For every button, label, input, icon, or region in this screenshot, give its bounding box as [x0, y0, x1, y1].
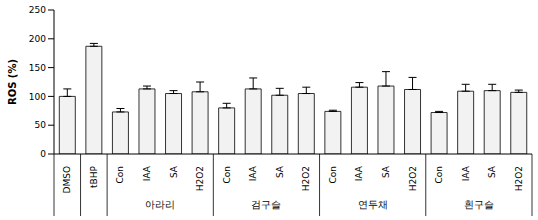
svg-text:IAA: IAA	[354, 165, 364, 181]
svg-text:연두채: 연두채	[358, 199, 388, 210]
svg-text:50: 50	[35, 120, 47, 130]
svg-text:IAA: IAA	[461, 165, 471, 181]
svg-text:SA: SA	[169, 165, 179, 178]
svg-text:Con: Con	[115, 166, 125, 184]
svg-text:250: 250	[29, 5, 46, 15]
svg-text:H2O2: H2O2	[301, 166, 311, 191]
svg-text:200: 200	[29, 34, 46, 44]
svg-text:SA: SA	[275, 165, 285, 178]
svg-text:Con: Con	[328, 166, 338, 184]
svg-text:H2O2: H2O2	[195, 166, 205, 191]
svg-text:DMSO: DMSO	[62, 166, 72, 194]
svg-text:검구슬: 검구슬	[251, 199, 281, 210]
svg-text:ROS (%): ROS (%)	[8, 59, 18, 105]
svg-text:아라리: 아라리	[145, 199, 175, 210]
svg-text:Con: Con	[222, 166, 232, 184]
svg-text:H2O2: H2O2	[408, 166, 418, 191]
svg-text:100: 100	[29, 92, 46, 102]
svg-text:IAA: IAA	[248, 165, 258, 181]
svg-text:Con: Con	[434, 166, 444, 184]
svg-text:SA: SA	[381, 165, 391, 178]
svg-text:IAA: IAA	[142, 165, 152, 181]
svg-text:150: 150	[29, 63, 46, 73]
svg-text:흰구슬: 흰구슬	[464, 199, 494, 210]
svg-text:tBHP: tBHP	[89, 165, 99, 187]
svg-text:H2O2: H2O2	[514, 166, 524, 191]
svg-text:0: 0	[40, 149, 46, 159]
svg-text:SA: SA	[487, 165, 497, 178]
